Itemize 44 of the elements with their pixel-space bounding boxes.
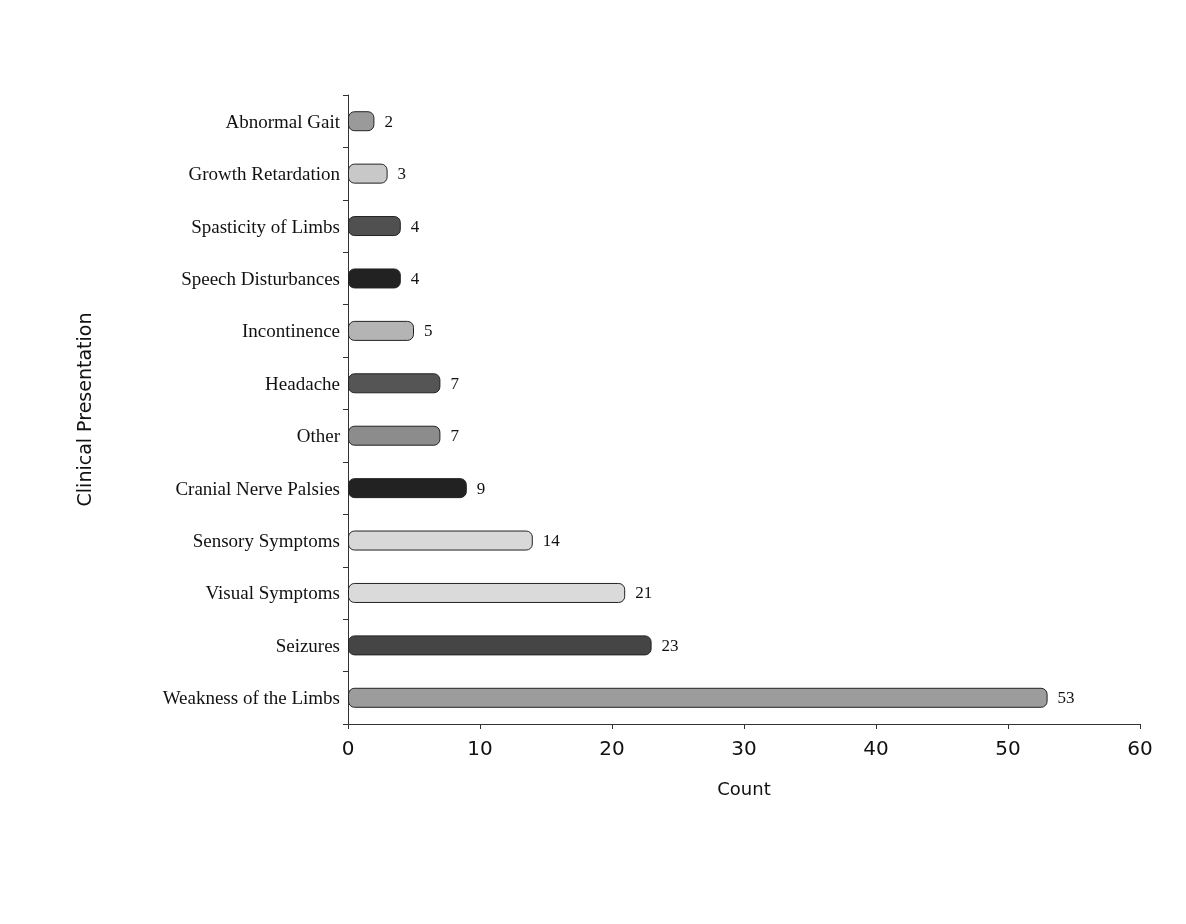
- y-tick-label: Speech Disturbances: [181, 267, 340, 289]
- y-tick-label: Weakness of the Limbs: [162, 687, 340, 709]
- bar: [348, 320, 414, 341]
- x-tick-label: 0: [341, 736, 355, 760]
- y-tick-label: Incontinence: [241, 320, 340, 342]
- data-label: 4: [410, 216, 420, 236]
- data-label: 4: [410, 268, 420, 288]
- data-label: 2: [384, 111, 393, 131]
- data-label: 7: [450, 373, 460, 393]
- y-tick-label: Visual Symptoms: [205, 582, 340, 604]
- bar: [348, 268, 401, 289]
- x-tick-label: 50: [995, 736, 1021, 760]
- data-label: 14: [542, 531, 561, 551]
- y-axis-title: Clinical Presentation: [72, 312, 95, 507]
- bar: [348, 687, 1048, 708]
- x-tick-label: 40: [863, 736, 889, 760]
- data-label: 9: [476, 478, 486, 498]
- bar: [348, 635, 652, 656]
- data-label: 5: [424, 321, 433, 341]
- y-tick-label: Spasticity of Limbs: [191, 215, 340, 237]
- bar: [348, 478, 467, 499]
- x-tick-label: 10: [467, 736, 493, 760]
- y-tick-label: Growth Retardation: [188, 163, 341, 185]
- y-tick-label: Cranial Nerve Palsies: [175, 477, 340, 499]
- bar: [348, 216, 401, 237]
- y-tick-label: Headache: [265, 372, 340, 394]
- y-tick-label: Other: [296, 425, 341, 447]
- data-label: 7: [450, 426, 460, 446]
- x-axis-title: Count: [717, 777, 771, 799]
- data-label: 53: [1057, 688, 1075, 708]
- data-label: 3: [397, 164, 407, 184]
- bar: [348, 425, 441, 446]
- x-tick-label: 20: [599, 736, 625, 760]
- data-label: 21: [635, 583, 653, 603]
- y-tick-label: Abnormal Gait: [225, 110, 341, 132]
- x-tick-label: 30: [731, 736, 757, 760]
- data-label: 23: [661, 635, 679, 655]
- bar: [348, 163, 388, 184]
- y-tick-label: Seizures: [275, 634, 340, 656]
- y-tick-label: Sensory Symptoms: [192, 530, 340, 552]
- x-tick-label: 60: [1127, 736, 1153, 760]
- bar: [348, 530, 533, 551]
- bar: [348, 582, 626, 603]
- bar: [348, 373, 441, 394]
